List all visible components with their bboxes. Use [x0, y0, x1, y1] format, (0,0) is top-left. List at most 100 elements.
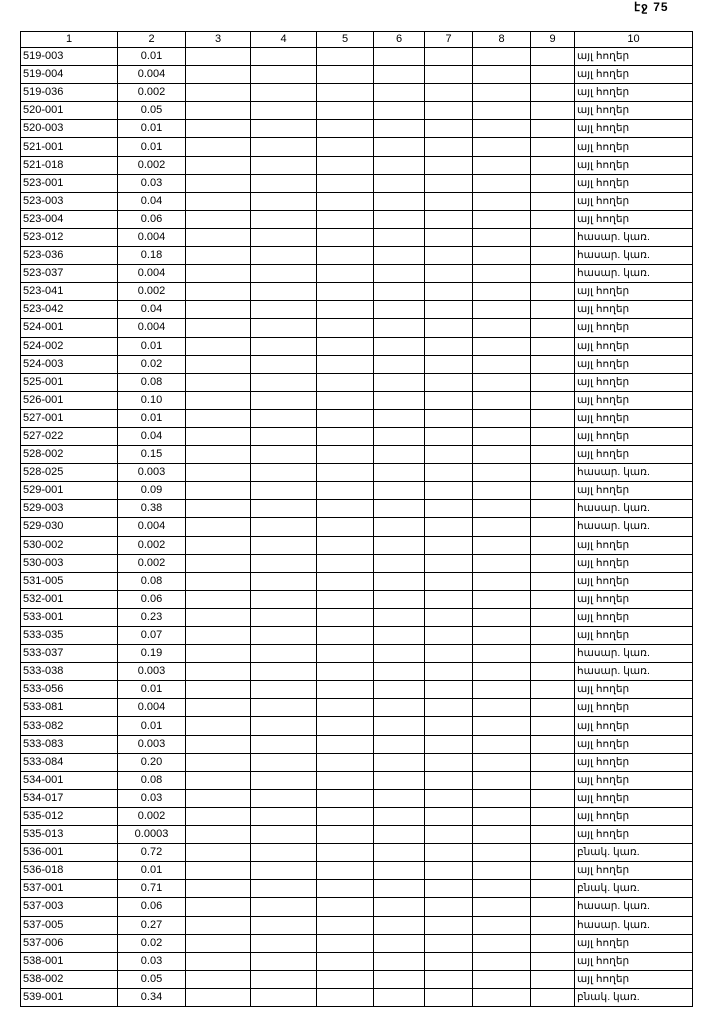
empty-cell	[472, 861, 531, 881]
parcel-code: 519-003	[20, 46, 118, 67]
table-row: 525-001 0.08 այլ հողեր	[20, 372, 693, 392]
parcel-code: 533-056	[20, 680, 118, 700]
table-row: 530-003 0.002 այլ հողեր	[20, 553, 693, 573]
area-value: 0.03	[117, 173, 186, 193]
empty-cell	[250, 227, 317, 248]
empty-cell	[250, 65, 317, 85]
land-type: այլ հողեր	[574, 173, 693, 193]
land-type: այլ հողեր	[574, 282, 693, 302]
table-row: 521-001 0.01 այլ հողեր	[20, 137, 693, 157]
parcel-code: 527-001	[20, 408, 118, 428]
parcel-code: 523-003	[20, 191, 118, 211]
empty-cell	[316, 65, 374, 85]
empty-cell	[424, 915, 473, 935]
empty-cell	[530, 445, 575, 465]
column-header-10: 10	[574, 31, 693, 48]
empty-cell	[424, 680, 473, 700]
empty-cell	[424, 535, 473, 555]
area-value: 0.004	[117, 227, 186, 248]
table-row: 532-001 0.06 այլ հողեր	[20, 589, 693, 609]
empty-cell	[472, 734, 531, 754]
empty-cell	[424, 806, 473, 827]
land-type: այլ հողեր	[574, 101, 693, 121]
empty-cell	[424, 408, 473, 428]
parcel-code: 533-038	[20, 662, 118, 682]
empty-cell	[424, 445, 473, 465]
empty-cell	[185, 209, 251, 229]
empty-cell	[424, 246, 473, 266]
land-type: այլ հողեր	[574, 788, 693, 808]
parcel-code: 538-002	[20, 969, 118, 989]
empty-cell	[530, 607, 575, 628]
empty-cell	[373, 716, 425, 736]
empty-cell	[185, 318, 251, 338]
empty-cell	[316, 698, 374, 718]
land-type: այլ հողեր	[574, 825, 693, 845]
parcel-code: 523-001	[20, 173, 118, 193]
empty-cell	[530, 101, 575, 121]
empty-cell	[373, 246, 425, 266]
empty-cell	[424, 770, 473, 790]
area-value: 0.20	[117, 752, 186, 772]
area-value: 0.23	[117, 607, 186, 628]
empty-cell	[373, 734, 425, 754]
empty-cell	[185, 101, 251, 121]
area-value: 0.08	[117, 372, 186, 392]
empty-cell	[424, 662, 473, 682]
empty-cell	[373, 680, 425, 700]
table-row: 519-036 0.002 այլ հողեր	[20, 83, 693, 103]
empty-cell	[373, 372, 425, 392]
empty-cell	[316, 897, 374, 917]
land-type: այլ հողեր	[574, 770, 693, 790]
empty-cell	[250, 843, 317, 863]
table-row: 523-042 0.04 այլ հողեր	[20, 300, 693, 320]
area-value: 0.004	[117, 65, 186, 85]
table-row: 526-001 0.10 այլ հողեր	[20, 390, 693, 410]
empty-cell	[472, 408, 531, 428]
parcel-code: 537-001	[20, 879, 118, 899]
table-row: 530-002 0.002 այլ հողեր	[20, 535, 693, 555]
land-type: բնակ. կառ.	[574, 879, 693, 899]
empty-cell	[185, 553, 251, 573]
empty-cell	[250, 191, 317, 211]
empty-cell	[373, 788, 425, 808]
empty-cell	[250, 463, 317, 483]
empty-cell	[373, 408, 425, 428]
parcel-code: 535-012	[20, 806, 118, 827]
empty-cell	[316, 734, 374, 754]
empty-cell	[185, 408, 251, 428]
empty-cell	[424, 734, 473, 754]
empty-cell	[373, 770, 425, 790]
table-row: 523-037 0.004 հասար. կառ.	[20, 264, 693, 284]
empty-cell	[472, 843, 531, 863]
area-value: 0.34	[117, 987, 186, 1007]
empty-cell	[185, 227, 251, 248]
table-row: 537-003 0.06 հասար. կառ.	[20, 897, 693, 917]
empty-cell	[424, 300, 473, 320]
empty-cell	[185, 173, 251, 193]
land-type: հասար. կառ.	[574, 264, 693, 284]
empty-cell	[250, 951, 317, 971]
table-row: 519-003 0.01 այլ հողեր	[20, 46, 693, 67]
land-type: այլ հողեր	[574, 46, 693, 67]
empty-cell	[185, 933, 251, 953]
land-type: այլ հողեր	[574, 390, 693, 410]
empty-cell	[185, 625, 251, 646]
empty-cell	[530, 173, 575, 193]
empty-cell	[316, 227, 374, 248]
empty-cell	[316, 969, 374, 989]
empty-cell	[316, 282, 374, 302]
empty-cell	[424, 209, 473, 229]
empty-cell	[530, 553, 575, 573]
empty-cell	[530, 969, 575, 989]
empty-cell	[373, 825, 425, 845]
empty-cell	[530, 46, 575, 67]
empty-cell	[373, 445, 425, 465]
empty-cell	[472, 553, 531, 573]
empty-cell	[316, 861, 374, 881]
empty-cell	[185, 83, 251, 103]
empty-cell	[472, 463, 531, 483]
area-value: 0.02	[117, 354, 186, 374]
empty-cell	[472, 571, 531, 591]
empty-cell	[530, 264, 575, 284]
